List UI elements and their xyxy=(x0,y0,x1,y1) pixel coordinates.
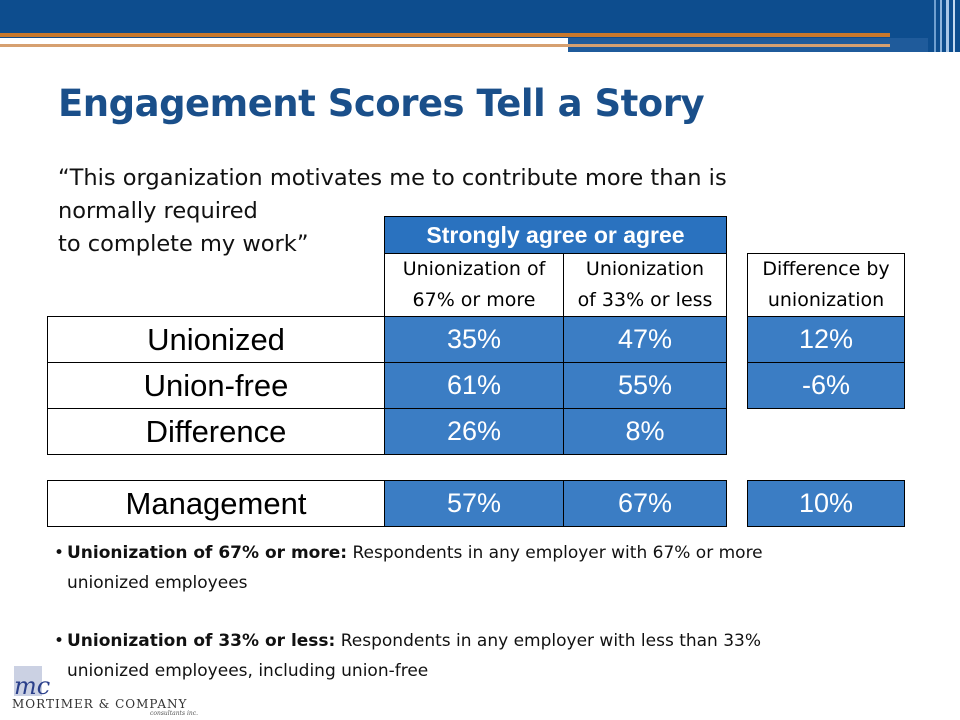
bullet-icon: • xyxy=(54,631,65,651)
col-header-line: Unionization xyxy=(585,258,705,280)
col-header-line: unionization xyxy=(767,289,885,311)
note-term: Unionization of 67% or more: xyxy=(67,543,348,563)
difference-cell: 10% xyxy=(747,480,905,527)
col-header-33: Unionization of 33% or less xyxy=(563,253,727,317)
difference-cell: -6% xyxy=(747,362,905,409)
value-cell: 57% xyxy=(384,480,564,527)
col-header-67: Unionization of 67% or more xyxy=(384,253,564,317)
value-cell: 47% xyxy=(563,316,727,363)
banner-accent-line-lower xyxy=(0,44,890,47)
note-text-line2: unionized employees, including union-fre… xyxy=(67,661,429,681)
value-cell: 67% xyxy=(563,480,727,527)
note-text: Respondents in any employer with less th… xyxy=(335,631,762,651)
quote-line: “This organization motivates me to contr… xyxy=(58,165,727,191)
col-header-line: of 33% or less xyxy=(577,289,713,311)
col-header-line: Difference by xyxy=(762,258,890,280)
company-logo-icon: mc xyxy=(14,666,50,700)
col-header-line: 67% or more xyxy=(412,289,536,311)
company-logo-subtext: consultants inc. xyxy=(150,710,198,717)
row-label-management: Management xyxy=(47,480,385,527)
value-cell: 8% xyxy=(563,408,727,455)
top-banner xyxy=(0,0,960,38)
value-cell: 61% xyxy=(384,362,564,409)
row-label-unionized: Unionized xyxy=(47,316,385,363)
slide-title: Engagement Scores Tell a Story xyxy=(58,82,705,125)
quote-line: to complete my work” xyxy=(58,231,309,257)
bullet-icon: • xyxy=(54,543,65,563)
footnotes: • Unionization of 67% or more: Responden… xyxy=(54,538,914,686)
group-header: Strongly agree or agree xyxy=(384,216,727,254)
value-cell: 35% xyxy=(384,316,564,363)
row-label-union-free: Union-free xyxy=(47,362,385,409)
col-header-difference: Difference by unionization xyxy=(747,253,905,317)
banner-accent-line xyxy=(0,33,890,37)
survey-question: “This organization motivates me to contr… xyxy=(58,162,727,261)
note-text-line2: unionized employees xyxy=(67,573,248,593)
logo-mark: mc xyxy=(14,672,50,700)
note-text: Respondents in any employer with 67% or … xyxy=(347,543,763,563)
col-header-line: Unionization of xyxy=(402,258,546,280)
value-cell: 55% xyxy=(563,362,727,409)
quote-line: normally required xyxy=(58,198,258,224)
row-label-difference: Difference xyxy=(47,408,385,455)
banner-stripes-decoration xyxy=(928,0,960,52)
company-logo-text: MORTIMER & COMPANY xyxy=(12,697,188,711)
value-cell: 26% xyxy=(384,408,564,455)
note-item: • Unionization of 33% or less: Responden… xyxy=(54,626,914,686)
note-term: Unionization of 33% or less: xyxy=(67,631,336,651)
difference-cell: 12% xyxy=(747,316,905,363)
note-item: • Unionization of 67% or more: Responden… xyxy=(54,538,914,598)
